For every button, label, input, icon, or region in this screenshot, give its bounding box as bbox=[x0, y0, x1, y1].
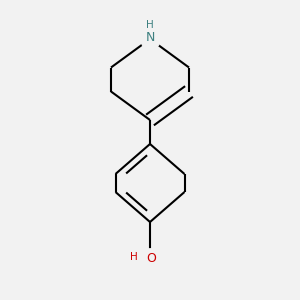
Text: N: N bbox=[145, 31, 155, 44]
Text: H: H bbox=[146, 20, 154, 31]
Text: H: H bbox=[130, 251, 137, 262]
Text: O: O bbox=[147, 251, 156, 265]
